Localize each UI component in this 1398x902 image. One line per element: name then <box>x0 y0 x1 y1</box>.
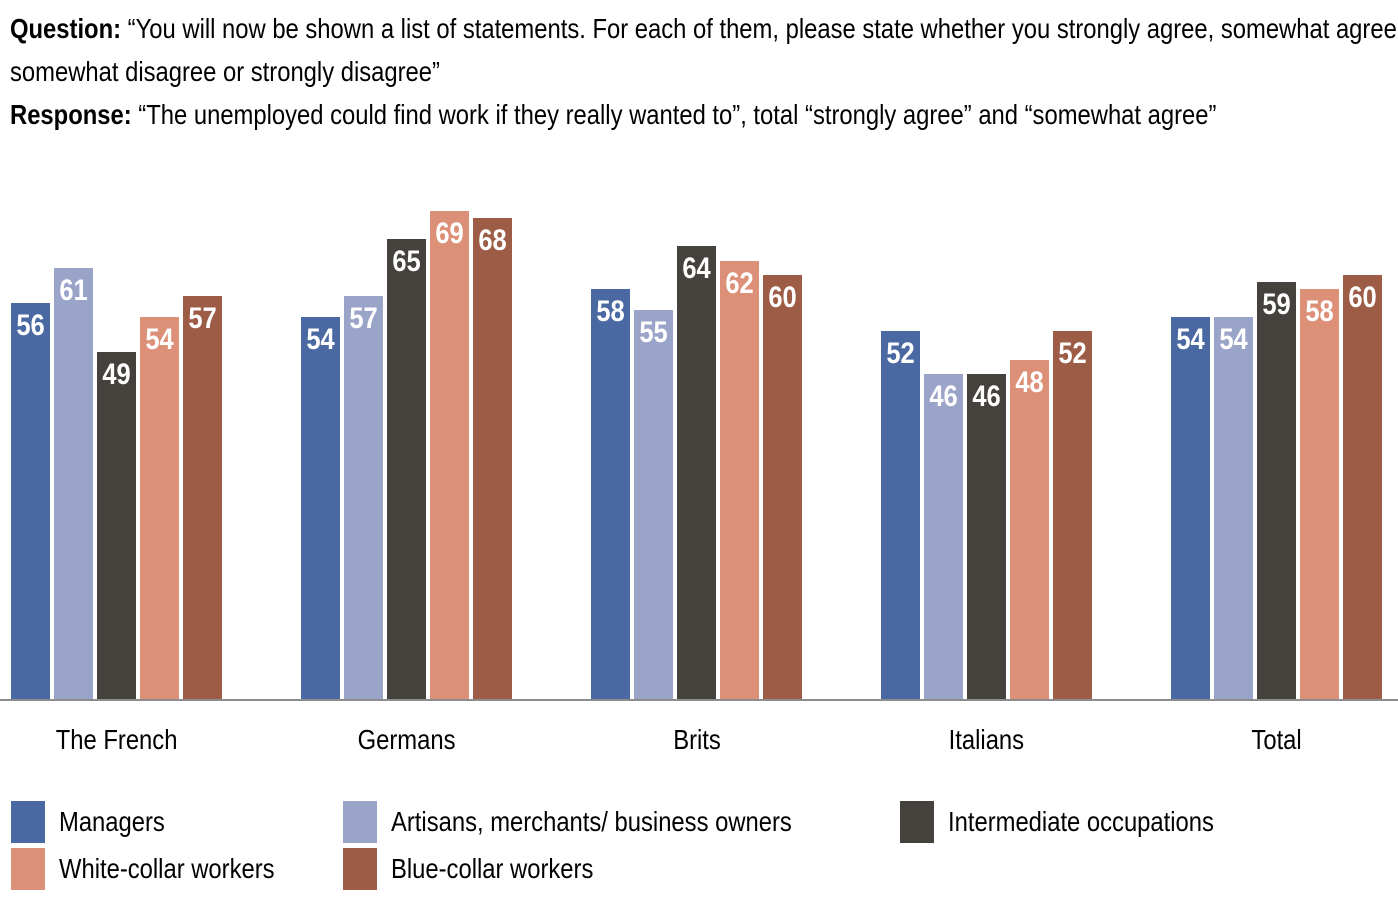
bar-group-the-french: 56 61 49 54 57 <box>11 268 222 699</box>
question-line: Question: “You will now be shown a list … <box>10 7 1398 93</box>
bar: 69 <box>430 211 469 699</box>
header: Question: “You will now be shown a list … <box>0 0 1398 136</box>
legend-label: Intermediate occupations <box>948 806 1214 837</box>
bar-value-label: 48 <box>1015 366 1044 399</box>
category-label: Total <box>1171 725 1382 755</box>
legend-item: Managers <box>11 801 343 843</box>
legend-item: Blue-collar workers <box>343 848 900 890</box>
bar-value-label: 59 <box>1262 288 1291 321</box>
bar: 68 <box>473 218 512 699</box>
bar-value-label: 46 <box>929 380 958 413</box>
bar-value-label: 58 <box>1305 295 1334 328</box>
bar: 52 <box>881 331 920 699</box>
bar-value-label: 52 <box>886 337 915 370</box>
bar-value-label: 65 <box>392 245 421 278</box>
legend-label: Blue-collar workers <box>391 853 594 884</box>
category-label-text: Brits <box>672 724 721 755</box>
bar: 55 <box>634 310 673 699</box>
legend-swatch-icon <box>11 801 45 843</box>
legend-item: White-collar workers <box>11 848 343 890</box>
bar: 58 <box>591 289 630 699</box>
bar: 46 <box>967 374 1006 699</box>
bar-value-label: 68 <box>478 224 507 257</box>
category-label-text: Italians <box>948 724 1025 755</box>
legend-item: Artisans, merchants/ business owners <box>343 801 900 843</box>
bar: 54 <box>140 317 179 699</box>
bar-value-label: 54 <box>1176 323 1205 356</box>
legend: Managers Artisans, merchants/ business ow… <box>0 801 1398 890</box>
bar: 62 <box>720 261 759 699</box>
legend-label: Managers <box>59 806 165 837</box>
bar: 57 <box>183 296 222 699</box>
bar-value-label: 62 <box>725 267 754 300</box>
response-text: “The unemployed could find work if they … <box>131 99 1217 130</box>
bar-value-label: 57 <box>349 302 378 335</box>
bar: 59 <box>1257 282 1296 699</box>
bar-group-total: 54 54 59 58 60 <box>1171 275 1382 699</box>
response-label: Response: <box>10 99 132 130</box>
bar-value-label: 54 <box>1219 323 1248 356</box>
question-text: “You will now be shown a list of stateme… <box>10 13 1398 87</box>
category-label: Italians <box>881 725 1092 755</box>
bar: 64 <box>677 246 716 699</box>
question-label: Question: <box>10 13 122 44</box>
bar: 46 <box>924 374 963 699</box>
bar: 56 <box>11 303 50 699</box>
bar: 65 <box>387 239 426 699</box>
bar-value-label: 58 <box>596 295 625 328</box>
bar-value-label: 69 <box>435 217 464 250</box>
legend-swatch-icon <box>900 801 934 843</box>
bar-group-italians: 52 46 46 48 52 <box>881 331 1092 699</box>
legend-swatch-icon <box>343 801 377 843</box>
bar-value-label: 52 <box>1058 337 1087 370</box>
bar-value-label: 56 <box>16 309 45 342</box>
bar-group-brits: 58 55 64 62 60 <box>591 246 802 699</box>
bar: 58 <box>1300 289 1339 699</box>
legend-swatch-icon <box>11 848 45 890</box>
bar: 54 <box>1214 317 1253 699</box>
bar: 54 <box>301 317 340 699</box>
bar: 60 <box>1343 275 1382 699</box>
bar-value-label: 49 <box>102 358 131 391</box>
legend-swatch-icon <box>343 848 377 890</box>
bar: 52 <box>1053 331 1092 699</box>
bar: 60 <box>763 275 802 699</box>
bar-value-label: 61 <box>59 274 88 307</box>
bar-value-label: 60 <box>768 281 797 314</box>
bar-value-label: 54 <box>306 323 335 356</box>
bar: 57 <box>344 296 383 699</box>
response-line: Response: “The unemployed could find wor… <box>10 93 1398 136</box>
category-labels: The French Germans Brits Italians Total <box>0 725 1398 755</box>
category-label-text: Germans <box>357 724 456 755</box>
legend-label: White-collar workers <box>59 853 275 884</box>
bar: 48 <box>1010 360 1049 699</box>
category-label-text: The French <box>55 724 178 755</box>
plot-area: 56 61 49 54 57 54 57 65 69 68 58 55 64 62 60 52 46 46 48 52… <box>0 199 1398 701</box>
bar-value-label: 46 <box>972 380 1001 413</box>
bar: 54 <box>1171 317 1210 699</box>
legend-item: Intermediate occupations <box>900 801 1398 843</box>
legend-label: Artisans, merchants/ business owners <box>391 806 792 837</box>
bar: 49 <box>97 352 136 699</box>
bar-value-label: 55 <box>639 316 668 349</box>
category-label: The French <box>11 725 222 755</box>
bar: 61 <box>54 268 93 699</box>
bar-value-label: 60 <box>1348 281 1377 314</box>
bar-group-germans: 54 57 65 69 68 <box>301 211 512 699</box>
bar-value-label: 64 <box>682 252 711 285</box>
category-label: Germans <box>301 725 512 755</box>
bar-value-label: 57 <box>188 302 217 335</box>
bar-value-label: 54 <box>145 323 174 356</box>
category-label-text: Total <box>1251 724 1302 755</box>
category-label: Brits <box>591 725 802 755</box>
